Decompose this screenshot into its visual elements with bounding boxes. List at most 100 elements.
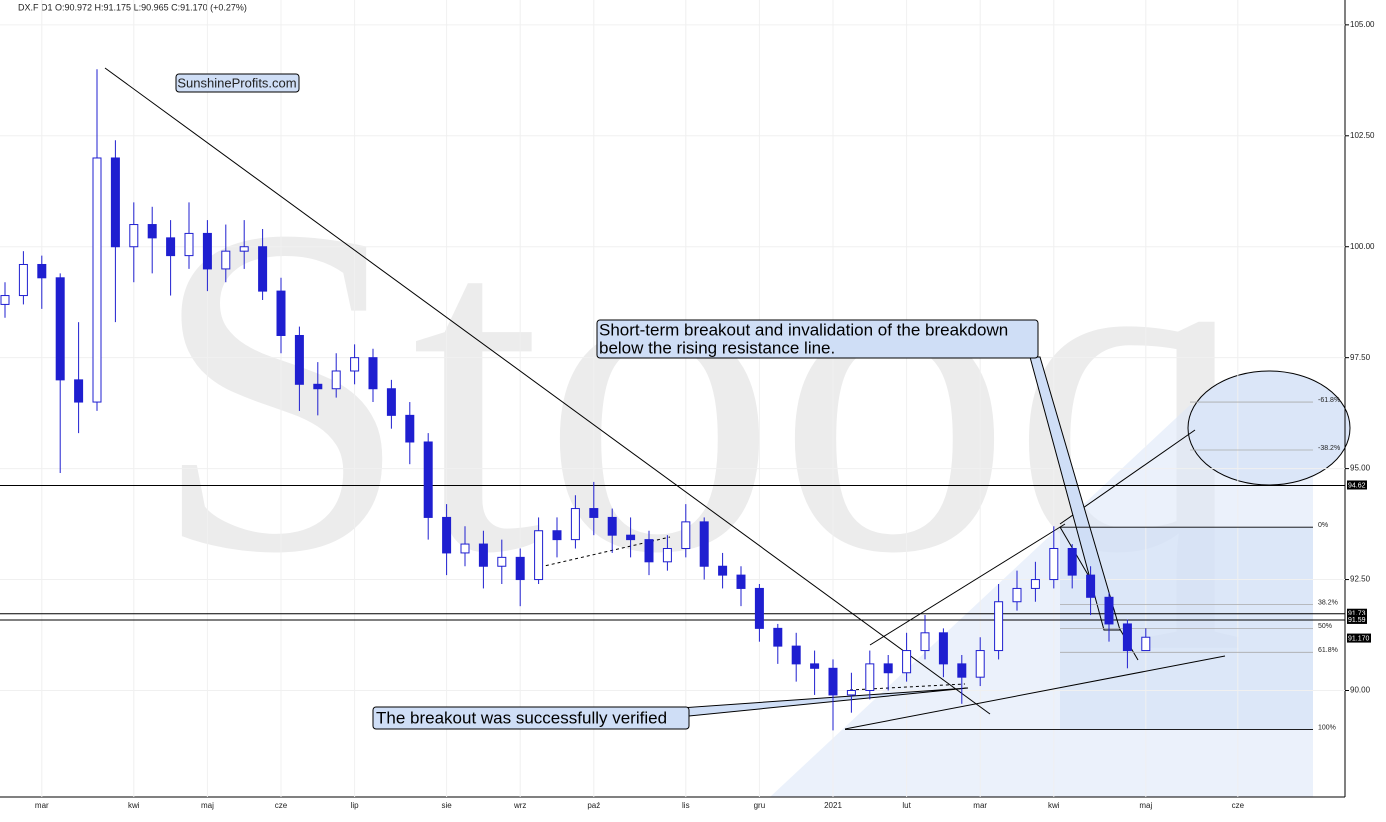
x-tick-label: wrz (513, 801, 526, 810)
candle-body (1122, 623, 1132, 652)
y-tick-label: 90.00 (1350, 686, 1371, 695)
x-tick-label: cze (275, 801, 288, 810)
fib-label: -38.2% (1318, 445, 1340, 452)
candle-body (920, 632, 930, 652)
level-label: 94.62 (1348, 482, 1366, 489)
candle-body (350, 357, 360, 372)
candle-body (258, 246, 268, 292)
annotation: The breakout was successfully verified (376, 708, 667, 727)
candle-body (589, 508, 599, 518)
callout-box (596, 319, 1039, 359)
candle-body (0, 295, 10, 305)
candle-body (166, 237, 176, 257)
candle-body (1030, 579, 1040, 589)
candle-body (773, 627, 783, 647)
candle-body (74, 379, 84, 403)
candle-body (331, 370, 341, 390)
x-tick-label: maj (1139, 801, 1152, 810)
x-tick-label: sie (441, 801, 452, 810)
y-tick-label: 95.00 (1350, 464, 1371, 473)
candle-body (92, 157, 102, 403)
y-tick-label: 102.50 (1350, 131, 1375, 140)
candle-body (478, 543, 488, 567)
x-tick-label: gru (754, 801, 766, 810)
candle-body (699, 521, 709, 567)
candle-body (846, 689, 856, 696)
candle-body (626, 534, 636, 541)
logo-box (175, 73, 300, 93)
candle-body (828, 667, 838, 696)
candle-body (239, 246, 249, 252)
level-tag (1347, 633, 1371, 643)
candle-body (681, 521, 691, 549)
candle-body (902, 650, 912, 674)
candle-body (662, 547, 672, 563)
candle-body (294, 334, 304, 385)
annotation: Short-term breakout and invalidation of … (599, 320, 1008, 339)
candle-body (718, 565, 728, 576)
header: DX.F D1 O:90.972 H:91.175 L:90.965 C:91.… (18, 2, 247, 12)
candle-body (423, 441, 433, 518)
candle-body (368, 357, 378, 390)
candle-body (883, 663, 893, 674)
candle-body (129, 224, 139, 248)
candle-body (1141, 636, 1151, 652)
candle-body (1049, 547, 1059, 581)
candle-body (736, 574, 746, 589)
candle-body (607, 516, 617, 536)
candle-body (865, 663, 875, 691)
candle-body (55, 277, 65, 381)
level-label: 91.170 (1348, 635, 1370, 642)
fib-label: -61.8% (1318, 397, 1340, 404)
y-tick-label: 92.50 (1350, 575, 1371, 584)
level-tag (1347, 614, 1367, 624)
candle-body (202, 232, 212, 270)
callout-box (372, 706, 690, 730)
x-tick-label: kwi (1048, 801, 1060, 810)
candle-body (37, 263, 47, 279)
x-tick-label: lis (682, 801, 690, 810)
y-tick-label: 100.00 (1350, 242, 1375, 251)
candle-body (1104, 596, 1114, 625)
y-tick-label: 105.00 (1350, 20, 1375, 29)
candle-body (644, 539, 654, 563)
x-tick-label: mar (973, 801, 987, 810)
logo: SunshineProfits.com (177, 75, 296, 90)
level-label: 91.73 (1348, 611, 1366, 618)
candle-body (938, 632, 948, 665)
candle-body (975, 650, 985, 678)
candle-body (1067, 547, 1077, 576)
x-tick-label: 2021 (824, 801, 842, 810)
fib-label: 50% (1318, 623, 1332, 630)
x-tick-label: kwi (128, 801, 140, 810)
candle-body (570, 508, 580, 541)
candle-body (534, 530, 544, 581)
candle-body (1012, 587, 1022, 603)
candle-body (552, 530, 562, 541)
candle-body (1086, 574, 1096, 598)
candle-body (18, 263, 28, 297)
fib-label: 100% (1318, 724, 1336, 731)
candle-body (791, 645, 801, 665)
x-tick-label: cze (1232, 801, 1245, 810)
candle-body (994, 601, 1004, 652)
level-tag (1347, 608, 1367, 618)
candle-body (957, 663, 967, 678)
candle-body (386, 388, 396, 416)
candle-body (460, 543, 470, 554)
candle-body (754, 587, 764, 629)
fib-label: 61.8% (1318, 647, 1338, 654)
x-tick-label: paź (587, 801, 600, 810)
level-label: 91.59 (1348, 617, 1366, 624)
candle-body (810, 663, 820, 669)
x-tick-label: lut (902, 801, 911, 810)
fib-label: 38.2% (1318, 599, 1338, 606)
x-tick-label: lip (351, 801, 360, 810)
candle-body (442, 516, 452, 554)
candle-body (515, 556, 525, 581)
candle-body (110, 157, 120, 248)
x-tick-label: maj (201, 801, 214, 810)
x-tick-label: mar (35, 801, 49, 810)
annotation: below the rising resistance line. (599, 338, 835, 357)
